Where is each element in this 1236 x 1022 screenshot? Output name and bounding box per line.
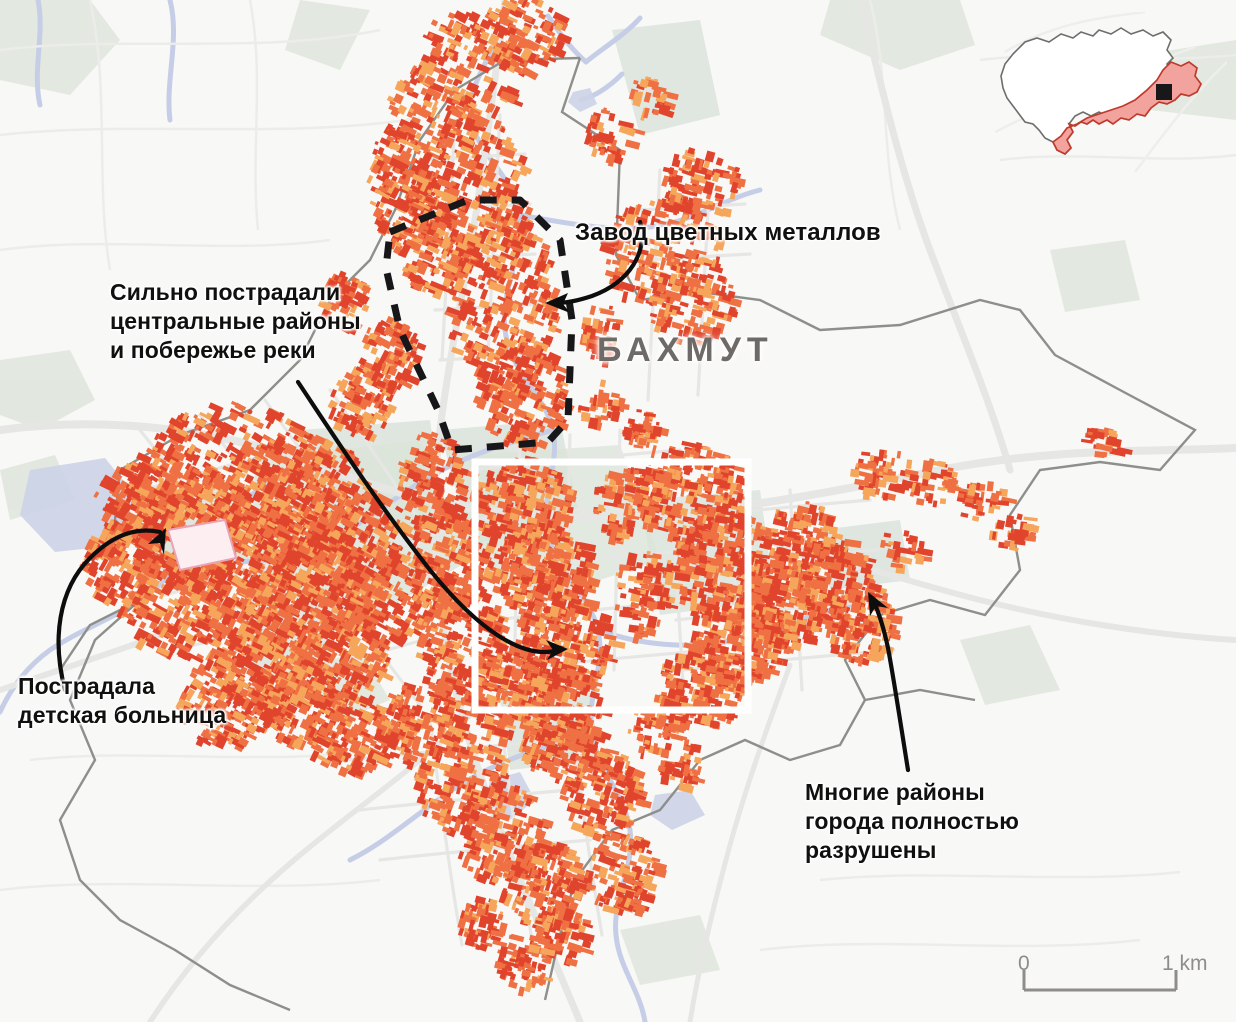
arrowhead-districts [868, 592, 888, 616]
scalebar-end-label: 1 km [1162, 952, 1208, 975]
arrow-heads [148, 293, 888, 660]
city-name-label: БАХМУТ [597, 331, 774, 369]
factory-zone-outline [382, 196, 576, 454]
ukraine-inset-map [995, 12, 1227, 172]
annotation-hospital: Пострадала детская больница [18, 673, 227, 728]
annotation-arrows [56, 219, 911, 773]
arrow-factory [553, 219, 644, 306]
arrowhead-center [546, 640, 568, 660]
scalebar-start-label: 0 [1018, 952, 1030, 975]
bakhmut-marker [1156, 84, 1172, 100]
scalebar [1022, 970, 1178, 992]
annotation-destroyed-districts: Многие районы города полностью разрушены [805, 779, 1019, 863]
annotation-central-districts: Сильно пострадали центральные районы и п… [110, 279, 361, 363]
detail-area-box [471, 458, 752, 714]
annotation-factory: Завод цветных металлов [575, 219, 881, 246]
hospital-building [166, 518, 238, 572]
arrow-center [295, 379, 561, 655]
arrowhead-factory [545, 293, 570, 313]
arrow-hospital [56, 528, 163, 693]
arrowhead-hospital [148, 528, 166, 555]
field-boundaries [0, 0, 1236, 952]
arrow-districts [869, 595, 911, 773]
